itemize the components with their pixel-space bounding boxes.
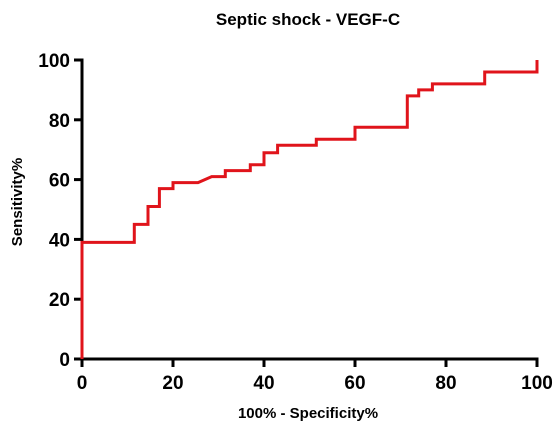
roc-curve-line (80, 60, 539, 359)
x-tick-label: 20 (162, 373, 183, 394)
x-ticks: 0 20 40 60 80 100 (77, 359, 553, 394)
x-axis-label: 100% - Specificity% (238, 405, 378, 422)
x-tick-label: 80 (435, 373, 456, 394)
y-axis-label: Sensitivity% (9, 158, 26, 246)
x-tick-label: 0 (77, 373, 88, 394)
x-tick-label: 100 (521, 373, 553, 394)
chart-title: Septic shock - VEGF-C (216, 10, 400, 29)
y-tick-label: 80 (49, 111, 70, 132)
x-axis: 0 20 40 60 80 100 (77, 357, 553, 394)
y-tick-label: 60 (49, 171, 70, 192)
x-tick-label: 60 (344, 373, 365, 394)
series-group (80, 60, 539, 359)
y-tick-label: 40 (49, 230, 70, 251)
y-tick-label: 100 (38, 51, 70, 72)
y-ticks: 0 20 40 60 80 100 (38, 51, 82, 371)
x-tick-label: 40 (253, 373, 274, 394)
y-tick-label: 20 (49, 290, 70, 311)
y-axis: 0 20 40 60 80 100 (38, 51, 84, 371)
y-tick-label: 0 (59, 350, 70, 371)
